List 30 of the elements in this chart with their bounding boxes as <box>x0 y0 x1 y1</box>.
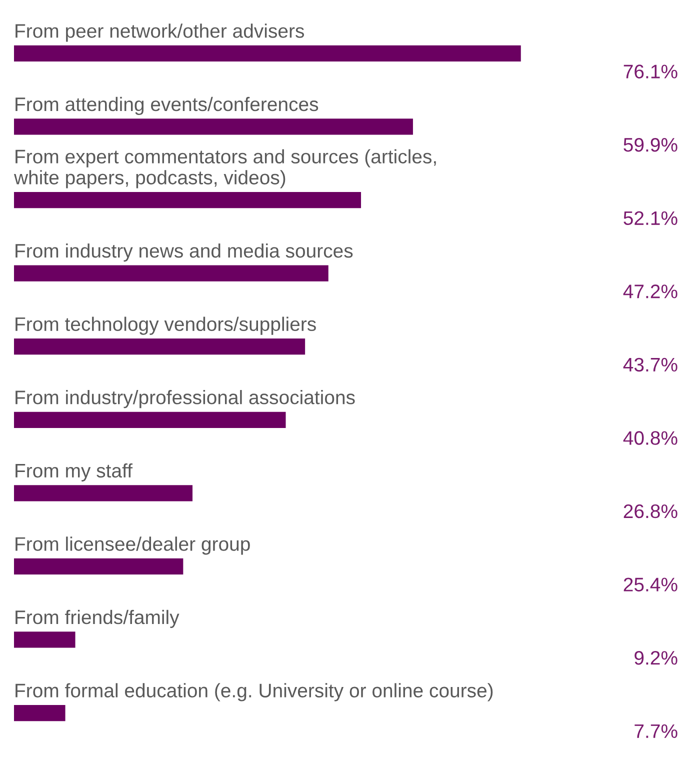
data-label: 47.2% <box>623 284 678 298</box>
bar <box>14 632 76 648</box>
data-label: 40.8% <box>623 431 678 445</box>
bar <box>14 704 66 722</box>
y-tick-label: From technology vendors/suppliers <box>16 316 316 335</box>
y-tick-label: From expert commentators and sources (articles, white papers, podcasts, videos) <box>14 149 436 188</box>
bar <box>14 118 413 135</box>
data-label: 59.9% <box>624 138 678 152</box>
bar <box>14 558 184 575</box>
bar <box>14 265 328 282</box>
y-tick-label: From formal education (e.g. University or online course) <box>16 683 493 702</box>
data-label: 26.8% <box>624 504 678 518</box>
bar <box>14 338 306 355</box>
bar <box>14 485 193 502</box>
y-tick-label: From peer network/other advisers <box>16 24 304 42</box>
y-tick-label: From licensee/dealer group <box>16 536 250 555</box>
bar <box>14 412 286 428</box>
y-tick-label: From friends/family <box>16 610 180 628</box>
y-tick-label: From industry/professional associations <box>16 390 355 408</box>
bar <box>14 45 521 62</box>
data-label: 76.1% <box>624 64 678 78</box>
data-label: 9.2% <box>634 650 678 665</box>
data-label: 25.4% <box>624 578 678 592</box>
y-tick-label: From industry news and media sources <box>16 243 353 262</box>
bar <box>14 192 362 208</box>
data-label: 43.7% <box>623 358 678 372</box>
data-label: 52.1% <box>624 211 678 226</box>
y-tick-label: From attending events/conferences <box>16 96 318 115</box>
y-tick-label: From my staff <box>16 463 133 482</box>
data-label: 7.7% <box>634 724 678 738</box>
